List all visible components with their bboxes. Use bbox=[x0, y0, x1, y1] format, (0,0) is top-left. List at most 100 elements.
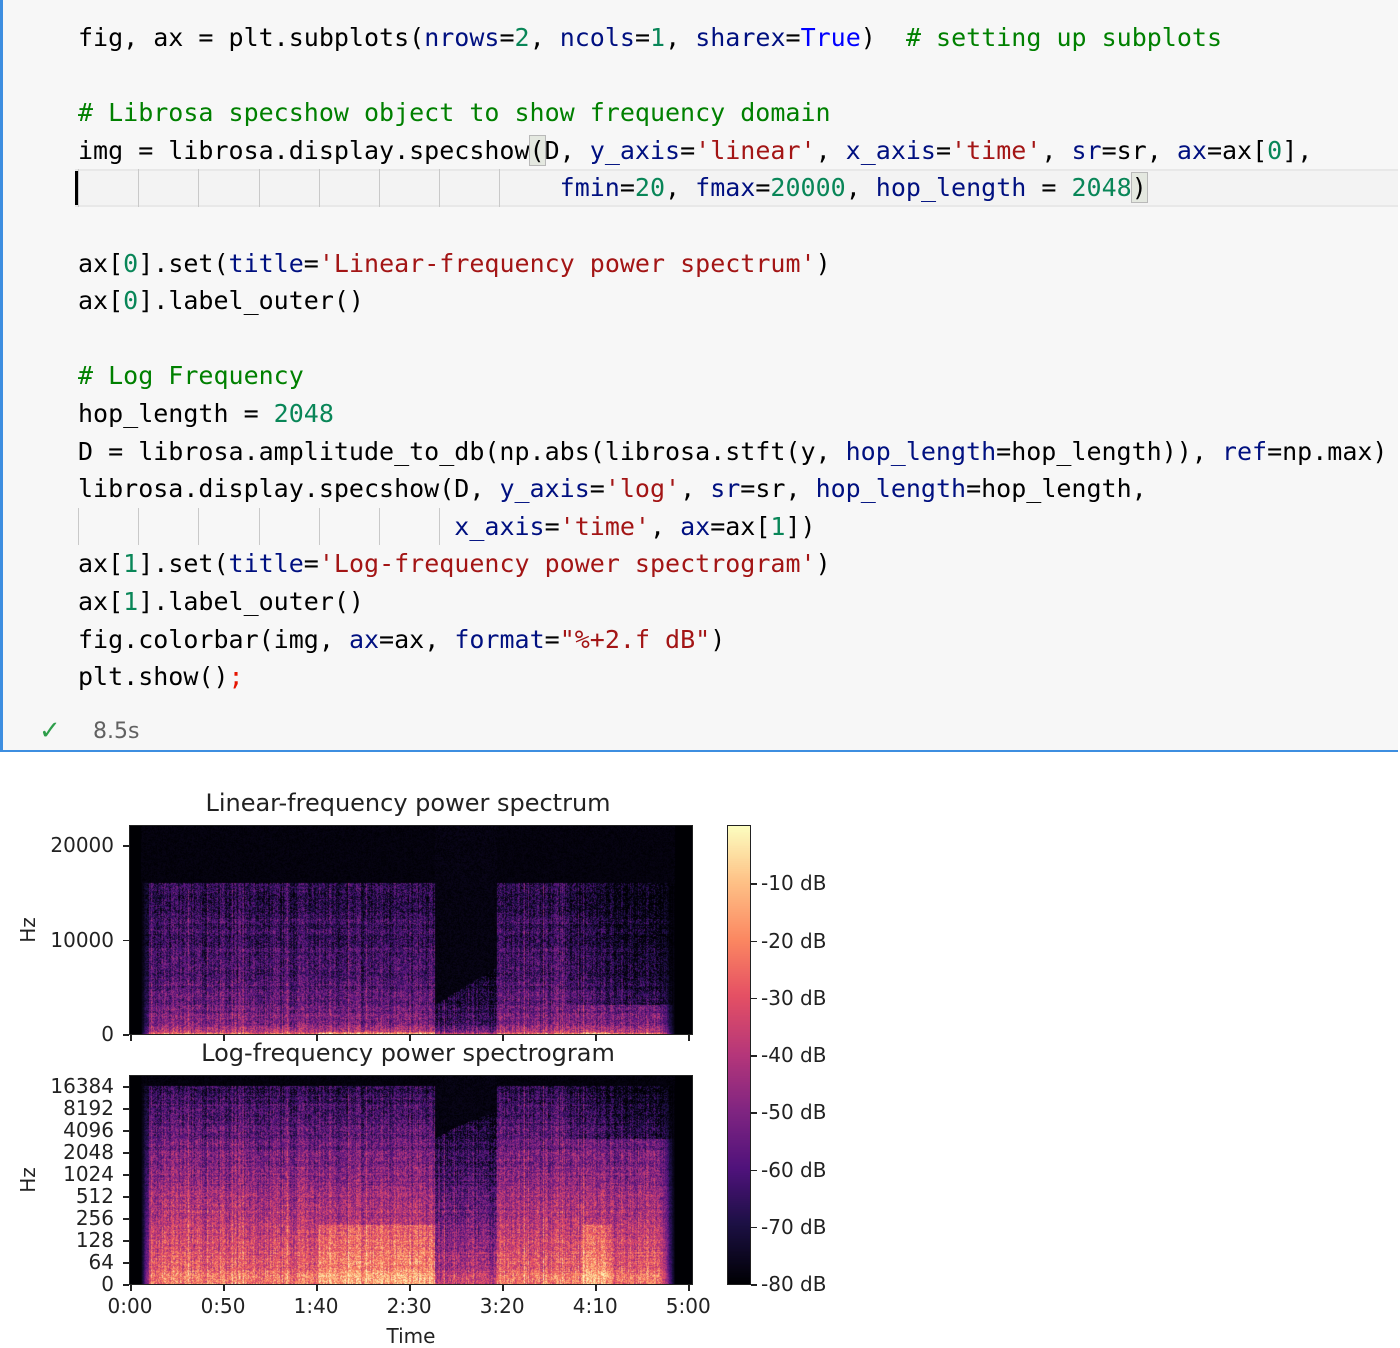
cell-output: Linear-frequency power spectrum Log-frequ… bbox=[0, 754, 1400, 1348]
code-string: 'time' bbox=[559, 511, 650, 541]
code-line[interactable]: # Librosa specshow object to show freque… bbox=[75, 94, 1398, 132]
code-token: ].label_outer() bbox=[138, 586, 364, 616]
code-token: 2048 bbox=[1071, 173, 1132, 203]
colorbar-tick-mark bbox=[751, 1112, 757, 1114]
code-string: 'log' bbox=[604, 474, 681, 504]
code-line[interactable] bbox=[75, 320, 1398, 358]
code-token: 2 bbox=[514, 23, 530, 52]
code-line[interactable]: ax[0].set(title='Linear-frequency power … bbox=[75, 245, 1398, 283]
x-tick-mark bbox=[409, 1285, 411, 1291]
code-line[interactable]: img = librosa.display.specshow(D, y_axis… bbox=[75, 132, 1398, 170]
colorbar-tick-mark bbox=[751, 883, 757, 885]
code-token: , bbox=[680, 474, 711, 504]
code-token: =ax[ bbox=[1206, 135, 1268, 165]
colorbar-tick-label: -60 dB bbox=[761, 1157, 827, 1182]
code-token: = bbox=[544, 511, 560, 541]
x-tick-mark bbox=[595, 1285, 597, 1291]
code-token: ].label_outer() bbox=[138, 286, 364, 316]
code-token: ax[ bbox=[78, 248, 124, 278]
code-line[interactable]: ax[1].set(title='Log-frequency power spe… bbox=[75, 545, 1398, 583]
code-line[interactable]: librosa.display.specshow(D, y_axis='log'… bbox=[75, 470, 1398, 508]
indent-guide bbox=[78, 169, 79, 207]
code-token: = bbox=[1026, 173, 1072, 203]
code-editor[interactable]: fig, ax = plt.subplots(nrows=2, ncols=1,… bbox=[75, 19, 1398, 696]
y-tick-mark bbox=[123, 1130, 129, 1132]
code-line[interactable]: x_axis='time', ax=ax[1]) bbox=[75, 507, 1398, 546]
y-tick-label: 0 bbox=[101, 1022, 114, 1046]
code-token: fmax bbox=[695, 173, 756, 203]
x-tick-mark bbox=[595, 1035, 597, 1041]
code-line[interactable]: fmin=20, fmax=20000, hop_length = 2048) bbox=[75, 169, 1398, 207]
code-line[interactable]: ax[0].label_outer() bbox=[75, 282, 1398, 320]
code-token: = bbox=[755, 173, 771, 203]
y-tick-mark bbox=[123, 1218, 129, 1220]
code-token: =ax, bbox=[379, 624, 455, 654]
indent-guide bbox=[198, 169, 200, 207]
code-token: fmin bbox=[559, 173, 620, 203]
code-line[interactable]: fig, ax = plt.subplots(nrows=2, ncols=1,… bbox=[75, 19, 1398, 57]
x-tick-mark bbox=[688, 1285, 690, 1291]
x-tick-mark bbox=[316, 1285, 318, 1291]
x-tick-mark bbox=[130, 1285, 132, 1291]
y-tick-label: 256 bbox=[75, 1206, 114, 1230]
code-comment: # Librosa specshow object to show freque… bbox=[78, 98, 831, 128]
y-tick-label: 0 bbox=[101, 1272, 114, 1296]
indent-guide bbox=[439, 507, 441, 546]
code-line[interactable] bbox=[75, 207, 1398, 245]
code-token: 2048 bbox=[273, 398, 334, 428]
colorbar-tick-label: -70 dB bbox=[761, 1214, 827, 1239]
colorbar-tick-label: -20 dB bbox=[761, 928, 827, 953]
colorbar-tick-label: -30 dB bbox=[761, 985, 827, 1010]
code-token: 1 bbox=[770, 511, 786, 541]
indent-guide bbox=[499, 169, 501, 207]
y-tick-mark bbox=[123, 1086, 129, 1088]
x-tick-mark bbox=[223, 1035, 225, 1041]
colorbar-tick-mark bbox=[751, 997, 757, 1000]
y-tick-label: 16384 bbox=[50, 1074, 114, 1098]
code-line[interactable] bbox=[75, 57, 1398, 95]
code-line[interactable]: hop_length = 2048 bbox=[75, 395, 1398, 433]
code-token: = bbox=[544, 624, 560, 654]
code-token: hop_length bbox=[875, 173, 1027, 203]
code-token: = bbox=[619, 173, 635, 203]
code-line[interactable]: # Log Frequency bbox=[75, 357, 1398, 395]
code-line[interactable]: plt.show(); bbox=[75, 658, 1398, 696]
code-token: 0 bbox=[123, 286, 139, 316]
code-line[interactable]: ax[1].label_outer() bbox=[75, 583, 1398, 621]
code-line[interactable]: D = librosa.amplitude_to_db(np.abs(libro… bbox=[75, 433, 1398, 471]
x-tick-label: 1:40 bbox=[293, 1294, 339, 1318]
code-token: ].set( bbox=[138, 248, 229, 278]
code-token: ]) bbox=[785, 511, 816, 541]
code-line[interactable]: fig.colorbar(img, ax=ax, format="%+2.f d… bbox=[75, 621, 1398, 659]
x-tick-mark bbox=[316, 1035, 318, 1041]
code-token bbox=[78, 512, 454, 541]
code-token: =hop_length, bbox=[966, 474, 1147, 504]
y-axis-label: Hz bbox=[16, 1167, 40, 1193]
code-token: , bbox=[665, 173, 696, 203]
colorbar-tick-mark bbox=[751, 1284, 757, 1286]
y-tick-mark bbox=[123, 1152, 129, 1154]
colorbar bbox=[727, 825, 751, 1285]
code-token: hop_length = bbox=[78, 398, 274, 428]
y-tick-label: 2048 bbox=[63, 1140, 114, 1164]
code-token: fig.colorbar(img, bbox=[78, 624, 349, 654]
code-token: 20000 bbox=[770, 173, 846, 203]
indent-guide bbox=[258, 507, 260, 546]
code-token: ].set( bbox=[138, 549, 229, 579]
x-tick-mark bbox=[688, 1035, 690, 1041]
colorbar-tick-label: -80 dB bbox=[761, 1272, 827, 1296]
y-tick-label: 20000 bbox=[50, 833, 114, 858]
code-token: =ax[ bbox=[710, 511, 771, 541]
code-token: x_axis bbox=[454, 511, 545, 541]
code-token: ax bbox=[680, 511, 711, 541]
code-token: ncols bbox=[559, 23, 635, 52]
text-cursor bbox=[75, 171, 78, 205]
code-token: sharex bbox=[695, 23, 786, 52]
code-token: =sr, bbox=[1101, 135, 1177, 165]
code-token: img = librosa.display.specshow bbox=[78, 135, 530, 165]
x-tick-label: 2:30 bbox=[386, 1294, 432, 1318]
code-cell[interactable]: fig, ax = plt.subplots(nrows=2, ncols=1,… bbox=[0, 0, 1398, 752]
y-tick-mark bbox=[123, 1034, 129, 1036]
bracket-match: ) bbox=[1130, 172, 1148, 204]
y-tick-label: 4096 bbox=[63, 1118, 114, 1142]
